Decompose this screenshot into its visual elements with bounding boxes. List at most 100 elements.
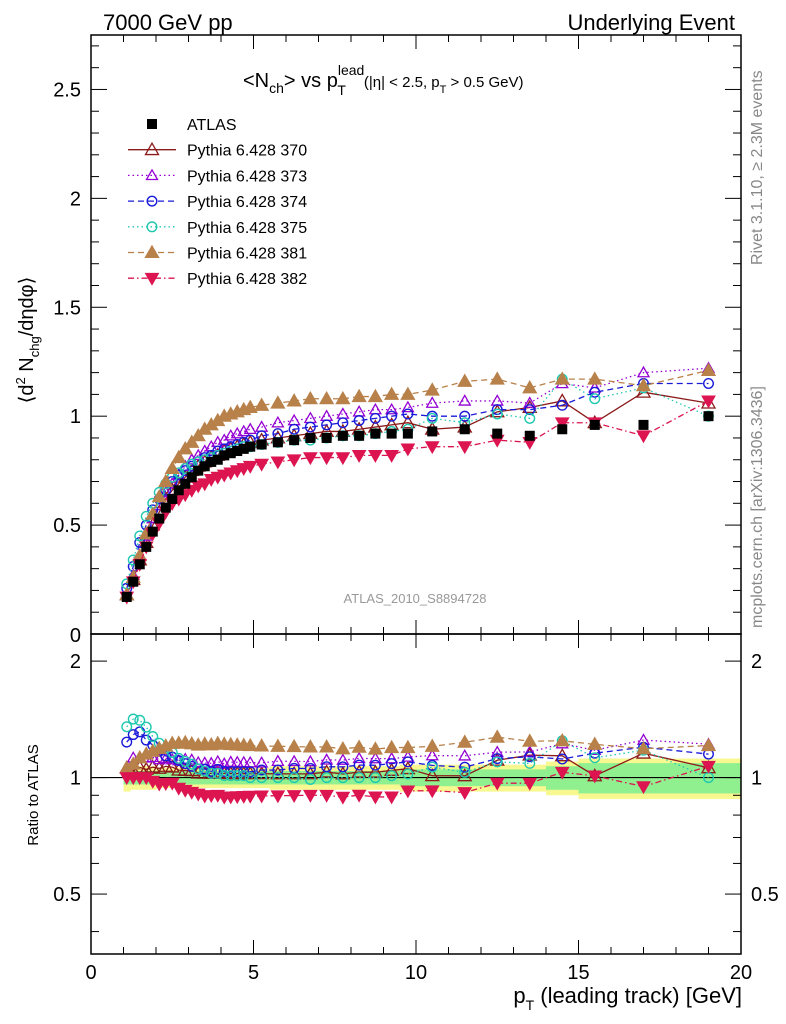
ratio-point-p381 bbox=[424, 738, 440, 752]
ratio-point-p374 bbox=[353, 759, 365, 771]
main-point-ATLAS bbox=[638, 419, 649, 430]
ratio-point-p375 bbox=[304, 773, 316, 785]
main-point-ATLAS bbox=[402, 428, 413, 439]
main-point-p374 bbox=[369, 412, 381, 424]
main-point-ATLAS bbox=[321, 432, 332, 443]
legend-label-p375: Pythia 6.428 375 bbox=[187, 220, 307, 237]
ratio-point-p370 bbox=[400, 760, 416, 775]
ratio-point-p374 bbox=[524, 751, 536, 763]
ratio-point-p381 bbox=[270, 738, 286, 752]
ratio-point-p375 bbox=[321, 772, 333, 784]
ratio-point-p375 bbox=[491, 756, 503, 768]
ratio-point-p381 bbox=[254, 738, 270, 752]
main-point-p382 bbox=[457, 441, 473, 455]
main-point-ATLAS bbox=[238, 443, 249, 454]
ratio-point-p381 bbox=[635, 740, 652, 755]
ratio-point-p382 bbox=[489, 777, 505, 791]
ratio-point-p381 bbox=[302, 739, 318, 753]
legend: ATLAS Pythia 6.428 370 Pythia 6.428 373 Pyt… bbox=[128, 117, 307, 288]
side-label-top: Rivet 3.1.10, ≥ 2.3M events bbox=[749, 70, 766, 265]
ratio-series bbox=[119, 713, 717, 805]
ratio-point-p381 bbox=[400, 739, 416, 754]
ratio-tick-label: 0.5 bbox=[751, 884, 779, 906]
main-point-ATLAS bbox=[121, 591, 132, 602]
main-point-p381 bbox=[158, 473, 174, 488]
main-point-p374 bbox=[288, 423, 300, 435]
ratio-point-p373 bbox=[523, 745, 537, 757]
ratio-point-p375 bbox=[386, 770, 398, 782]
ratio-point-p373 bbox=[385, 751, 399, 764]
main-point-ATLAS bbox=[337, 430, 348, 441]
main-point-p381 bbox=[587, 371, 603, 385]
ratio-point-p382 bbox=[242, 790, 258, 804]
ratio-point-p382 bbox=[522, 777, 538, 791]
ratio-tick-labels: 0.5 0.5 1 1 2 2 bbox=[53, 651, 779, 906]
main-point-p374 bbox=[386, 410, 398, 422]
ratio-point-p373 bbox=[303, 754, 317, 767]
ratio-point-p373 bbox=[336, 753, 350, 765]
main-point-p381 bbox=[242, 399, 258, 413]
main-series bbox=[119, 361, 717, 605]
main-point-ATLAS bbox=[492, 428, 503, 439]
ratio-point-p374 bbox=[256, 764, 268, 776]
legend-marker-p375 bbox=[146, 221, 158, 233]
ratio-point-p373 bbox=[490, 745, 504, 757]
ratio-point-p375 bbox=[225, 770, 237, 782]
main-point-p381 bbox=[335, 390, 351, 405]
main-line-p374 bbox=[126, 382, 709, 589]
ratio-point-p375 bbox=[238, 770, 250, 782]
main-point-p382 bbox=[335, 452, 351, 466]
x-tick-labels: 0 5 10 15 20 bbox=[85, 962, 752, 984]
main-point-p373 bbox=[588, 381, 602, 393]
ratio-line-p381 bbox=[126, 736, 709, 769]
ratio-point-p375 bbox=[353, 772, 365, 784]
main-point-ATLAS bbox=[354, 430, 365, 441]
ratio-point-p382 bbox=[587, 770, 603, 784]
main-point-p381 bbox=[635, 377, 652, 392]
x-tick-label: 10 bbox=[405, 962, 427, 984]
main-point-p381 bbox=[270, 395, 286, 409]
ratio-point-p373 bbox=[271, 754, 285, 766]
main-point-p381 bbox=[254, 397, 270, 411]
main-point-ATLAS bbox=[305, 432, 316, 443]
main-point-ATLAS bbox=[225, 448, 236, 459]
main-point-ATLAS bbox=[154, 513, 165, 524]
ratio-point-p373 bbox=[159, 751, 173, 764]
ratio-point-p370 bbox=[164, 759, 180, 773]
ratio-point-p382 bbox=[424, 785, 440, 799]
ratio-point-p375 bbox=[140, 721, 152, 733]
y-tick-label: 2.5 bbox=[53, 79, 81, 101]
legend-marker-ATLAS bbox=[147, 119, 157, 129]
ratio-point-p381 bbox=[242, 737, 258, 752]
main-point-ATLAS bbox=[557, 424, 568, 435]
ratio-point-p370 bbox=[522, 747, 538, 761]
x-tick-label: 0 bbox=[85, 962, 96, 984]
ratio-point-p370 bbox=[351, 764, 367, 778]
main-point-p373 bbox=[303, 411, 317, 424]
legend-marker-p381 bbox=[144, 244, 160, 259]
ratio-point-p381 bbox=[587, 736, 603, 750]
ratio-point-p375 bbox=[127, 713, 139, 725]
ratio-point-p381 bbox=[522, 733, 538, 747]
main-point-p382 bbox=[424, 441, 440, 455]
ratio-point-p373 bbox=[198, 756, 212, 768]
legend-label-p382: Pythia 6.428 382 bbox=[187, 271, 307, 288]
legend-marker-p373 bbox=[145, 168, 159, 181]
ratio-point-p382 bbox=[554, 766, 570, 780]
main-point-ATLAS bbox=[134, 559, 145, 570]
main-point-p373 bbox=[159, 485, 173, 498]
main-point-p381 bbox=[151, 488, 167, 503]
main-point-ATLAS bbox=[167, 493, 178, 504]
ratio-point-p374 bbox=[337, 761, 349, 773]
ratio-point-p373 bbox=[352, 751, 366, 764]
ratio-point-p370 bbox=[286, 766, 302, 780]
ratio-point-p370 bbox=[335, 766, 351, 780]
main-point-p374 bbox=[524, 404, 536, 416]
ratio-point-p370 bbox=[242, 765, 258, 780]
ratio-point-p382 bbox=[400, 785, 416, 799]
ratio-point-p375 bbox=[199, 765, 211, 777]
ratio-point-p381 bbox=[367, 741, 383, 755]
ratio-frame bbox=[90, 633, 742, 955]
ratio-point-p374 bbox=[386, 758, 398, 770]
main-point-ATLAS bbox=[459, 424, 470, 435]
